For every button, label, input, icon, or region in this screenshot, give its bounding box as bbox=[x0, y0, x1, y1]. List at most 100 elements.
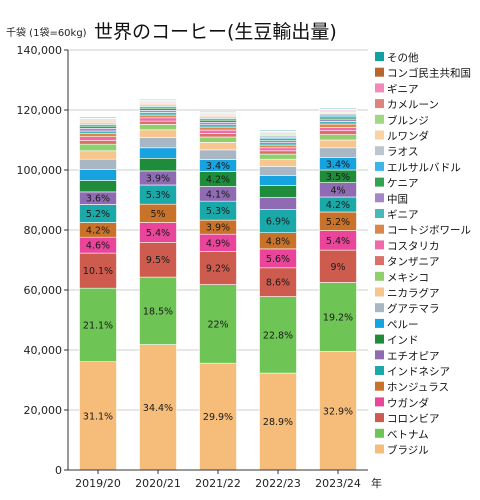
legend-label: ブラジル bbox=[387, 444, 429, 457]
bar-segment bbox=[139, 120, 177, 125]
legend-swatch bbox=[375, 428, 384, 438]
bar-segment bbox=[259, 175, 297, 186]
data-label: 4.2% bbox=[86, 225, 110, 236]
data-label: 9% bbox=[330, 262, 345, 273]
legend-label: ケニア bbox=[387, 178, 419, 190]
data-label: 5.4% bbox=[146, 228, 170, 239]
data-label: 3.6% bbox=[86, 194, 110, 205]
bar-segment bbox=[199, 126, 237, 131]
data-label: 21.1% bbox=[83, 320, 113, 331]
legend-label: エチオピア bbox=[387, 350, 440, 362]
bar-segment bbox=[139, 158, 177, 172]
legend-label: ペルー bbox=[387, 319, 419, 331]
legend-swatch bbox=[375, 303, 384, 313]
legend-swatch bbox=[375, 193, 384, 203]
bar-segment bbox=[259, 140, 297, 144]
bar-segment bbox=[79, 143, 117, 152]
data-label: 5.6% bbox=[266, 254, 290, 265]
unit-label: 千袋 (1袋=60kg) bbox=[6, 26, 87, 39]
legend-label: ラオス bbox=[387, 146, 419, 158]
legend-swatch bbox=[375, 350, 384, 360]
bar-segment bbox=[139, 344, 177, 471]
bar-segment bbox=[79, 158, 117, 170]
bar-segment bbox=[259, 144, 297, 149]
legend-label: ウガンダ bbox=[387, 396, 429, 409]
x-axis: 2019/20 2020/21 2021/22 2022/23 2023/24 年 bbox=[75, 470, 382, 490]
data-labels: 31.1% 21.1% 10.1% 4.6% 4.2% 5.2% 3.6% 34.4% 18.5… bbox=[83, 159, 353, 428]
bar-segment bbox=[319, 130, 357, 135]
bar-segment bbox=[259, 150, 297, 155]
data-label: 34.4% bbox=[143, 403, 173, 414]
data-label: 8.6% bbox=[266, 278, 290, 289]
data-label: 4.1% bbox=[206, 189, 230, 200]
legend-label: その他 bbox=[387, 51, 419, 64]
bar-segment bbox=[139, 137, 177, 149]
bar-segment bbox=[139, 110, 177, 113]
data-label: 22% bbox=[207, 319, 228, 330]
bar-segment bbox=[319, 249, 357, 283]
data-label: 22.8% bbox=[263, 330, 293, 341]
y-tick-label: 40,000 bbox=[24, 344, 63, 357]
bar-segment bbox=[79, 252, 117, 289]
bar-segment bbox=[259, 158, 297, 167]
data-label: 5% bbox=[150, 209, 165, 220]
legend-swatch bbox=[375, 240, 384, 250]
y-tick-label: 0 bbox=[55, 464, 62, 477]
y-tick-label: 80,000 bbox=[24, 224, 63, 237]
bar-segment bbox=[79, 133, 117, 137]
bar-segment bbox=[79, 130, 117, 134]
bar-segment bbox=[79, 180, 117, 193]
data-label: 28.9% bbox=[263, 417, 293, 428]
legend-label: エルサルバドル bbox=[387, 162, 461, 174]
legend-swatch bbox=[375, 52, 384, 61]
data-label: 3.4% bbox=[326, 159, 350, 170]
data-label: 18.5% bbox=[143, 306, 173, 317]
bar-segment bbox=[259, 153, 297, 160]
bar-segment bbox=[259, 372, 297, 471]
legend-swatch bbox=[375, 366, 384, 375]
bar-segment bbox=[139, 107, 177, 111]
bar-segment bbox=[319, 139, 357, 149]
bar-segment bbox=[139, 129, 177, 138]
y-tick-label: 120,000 bbox=[17, 104, 63, 117]
legend-label: ギニア bbox=[387, 83, 419, 95]
data-label: 5.4% bbox=[326, 236, 350, 247]
bar-segment bbox=[319, 118, 357, 122]
data-label: 5.2% bbox=[86, 209, 110, 220]
bar-segment bbox=[319, 121, 357, 125]
data-label: 5.2% bbox=[326, 217, 350, 228]
data-label: 4% bbox=[330, 185, 345, 196]
data-label: 9.5% bbox=[146, 255, 170, 266]
legend-label: メキシコ bbox=[387, 272, 429, 284]
data-label: 29.9% bbox=[203, 412, 233, 423]
bars bbox=[79, 99, 357, 471]
legend-swatch bbox=[375, 177, 384, 187]
data-label: 5.3% bbox=[146, 190, 170, 201]
legend-label: インドネシア bbox=[387, 366, 450, 378]
legend-swatch bbox=[375, 99, 384, 109]
bar-segment bbox=[139, 276, 177, 345]
bar-segment bbox=[259, 267, 297, 297]
bar-segment bbox=[139, 117, 177, 122]
bar-segment bbox=[319, 107, 357, 110]
data-label: 9.2% bbox=[206, 264, 230, 275]
bar-segment bbox=[79, 150, 117, 160]
legend-swatch bbox=[375, 256, 384, 266]
x-axis-suffix: 年 bbox=[371, 476, 382, 490]
x-tick-label: 2022/23 bbox=[255, 477, 301, 490]
data-label: 4.9% bbox=[206, 238, 230, 249]
bar-segment bbox=[139, 124, 177, 131]
data-label: 5.3% bbox=[206, 206, 230, 217]
chart-title: 世界のコーヒー(生豆輸出量) bbox=[94, 21, 337, 43]
data-label: 6.9% bbox=[266, 217, 290, 228]
bar-segment bbox=[259, 296, 297, 374]
x-tick-label: 2019/20 bbox=[75, 477, 121, 490]
bar-segment bbox=[79, 125, 117, 129]
bar-segment bbox=[199, 149, 237, 160]
y-tick-label: 100,000 bbox=[17, 164, 63, 177]
legend-swatch bbox=[375, 224, 384, 234]
data-label: 4.8% bbox=[266, 236, 290, 247]
bar-segment bbox=[319, 134, 357, 141]
legend-label: コートジボワール bbox=[387, 225, 471, 237]
legend-label: カメルーン bbox=[387, 99, 439, 111]
